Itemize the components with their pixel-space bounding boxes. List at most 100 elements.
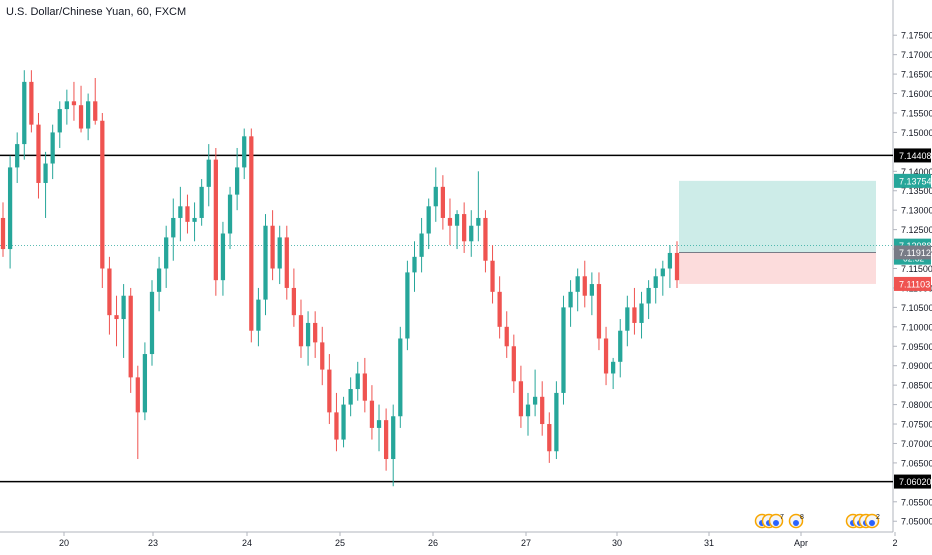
level-price-label: 7.06020: [899, 477, 932, 487]
level-price-label: 7.14408: [899, 151, 932, 161]
candle-body: [178, 206, 183, 218]
price-tick-label: 7.08000: [901, 400, 932, 410]
candle-body: [234, 167, 240, 195]
candle-body: [355, 373, 360, 390]
price-tick-label: 7.05500: [901, 497, 932, 507]
price-tick-label: 7.16500: [901, 70, 932, 80]
candle-body: [603, 338, 609, 374]
candle-body: [426, 206, 431, 234]
stop-price-label: 7.11103: [899, 279, 930, 289]
candle-body: [483, 217, 488, 261]
candle-body: [249, 136, 254, 331]
price-tick-label: 7.17500: [901, 31, 932, 41]
price-tick-label: 7.10000: [901, 322, 932, 332]
candle-body: [78, 105, 84, 129]
candle-body: [433, 186, 438, 207]
candle-body: [454, 214, 460, 226]
candle-body: [71, 101, 77, 106]
candle-body: [50, 132, 55, 164]
price-tick-label: 7.06500: [901, 458, 932, 468]
event-flag-icon: [773, 520, 779, 526]
candle-body: [107, 268, 112, 316]
candle-body: [462, 214, 467, 242]
candle-body: [277, 237, 282, 269]
price-tick-label: 7.07500: [901, 420, 932, 430]
price-tick-label: 7.14000: [901, 167, 932, 177]
candle-body: [554, 392, 559, 452]
candle-body: [575, 276, 580, 292]
candle-body: [43, 163, 48, 183]
candle-body: [383, 420, 389, 460]
price-tick-label: 7.13500: [901, 186, 932, 196]
candle-body: [504, 326, 509, 347]
chart-title: U.S. Dollar/Chinese Yuan, 60, FXCM: [6, 6, 187, 18]
candle-body: [298, 315, 304, 347]
candle-body: [611, 361, 616, 374]
time-tick-label: 31: [704, 538, 714, 548]
price-tick-label: 7.05000: [901, 517, 932, 527]
candle-body: [476, 217, 481, 226]
candle-body: [405, 272, 410, 339]
candle-body: [192, 217, 197, 222]
candle-body: [114, 315, 119, 320]
event-badge-count: 2: [876, 514, 880, 521]
stop-price-label-bg: [894, 276, 931, 291]
candle-body: [164, 237, 169, 269]
candle-body: [15, 144, 20, 168]
candle-body: [660, 268, 665, 277]
candle-body: [369, 400, 375, 428]
price-tick-label: 7.13000: [901, 206, 932, 216]
candle-body: [128, 295, 133, 378]
candle-body: [220, 233, 226, 281]
candle-body: [561, 307, 566, 393]
candle-body: [646, 287, 651, 304]
candle-body: [86, 101, 91, 129]
price-tick-label: 7.16000: [901, 89, 932, 99]
time-tick-label: 27: [521, 538, 531, 548]
candle-body: [36, 124, 41, 183]
candle-body: [490, 260, 495, 292]
candle-body: [29, 81, 34, 125]
candle-body: [376, 420, 382, 428]
candle-body: [263, 225, 268, 300]
candle-body: [348, 389, 353, 405]
time-tick-label: 30: [612, 538, 622, 548]
price-tick-label: 7.10500: [901, 303, 932, 313]
candle-body: [199, 186, 204, 218]
candle-body: [57, 109, 62, 133]
position-target-zone[interactable]: [679, 180, 876, 253]
candle-body: [149, 291, 155, 355]
price-tick-label: 7.17000: [901, 50, 932, 60]
candle-body: [0, 217, 6, 250]
candle-body: [419, 233, 424, 257]
candle-body: [341, 404, 346, 440]
candle-body: [206, 159, 211, 187]
price-tick-label: 7.08500: [901, 381, 932, 391]
candle-body: [639, 303, 644, 323]
candle-body: [100, 120, 105, 269]
candle-body: [469, 225, 474, 242]
event-badge-count: 7: [780, 514, 784, 521]
event-flag-icon: [869, 520, 875, 526]
candle-body: [618, 330, 623, 362]
candle-body: [540, 396, 545, 425]
position-stop-zone[interactable]: [679, 252, 876, 284]
candle-body: [674, 252, 680, 281]
candle-body: [362, 373, 367, 401]
candle-body: [256, 299, 261, 331]
entry-price-label: 7.11912: [899, 248, 931, 258]
candle-body: [398, 338, 403, 417]
candle-body: [667, 252, 673, 269]
candle-body: [93, 101, 98, 121]
price-tick-label: 7.09500: [901, 342, 932, 352]
candle-body: [213, 159, 218, 281]
time-tick-label: 23: [148, 538, 158, 548]
candle-body: [447, 217, 453, 226]
level-price-label-bg: [894, 148, 931, 163]
candle-body: [412, 256, 417, 273]
price-tick-label: 7.15000: [901, 128, 932, 138]
level-price-label-bg: [894, 474, 931, 489]
candle-body: [547, 424, 552, 452]
